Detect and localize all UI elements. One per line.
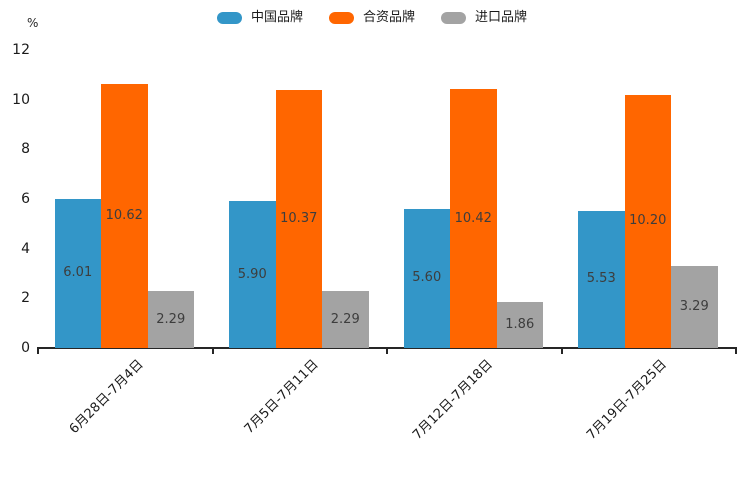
- bar-series-1-group-3: [624, 94, 671, 348]
- x-tick-label: 7月12日-7月18日: [410, 357, 496, 443]
- y-tick-label: 6: [21, 191, 30, 207]
- legend-swatch-icon: [216, 12, 242, 24]
- y-tick-label: 0: [21, 340, 30, 356]
- bar-series-2-group-2: [496, 301, 543, 348]
- x-axis-tick: [735, 348, 737, 354]
- bar-series-2-group-3: [671, 266, 718, 348]
- bar-series-1-group-1: [275, 90, 322, 348]
- legend-label: 中国品牌: [250, 10, 303, 25]
- bar-series-1-group-2: [450, 89, 497, 348]
- bar-series-0-group-1: [229, 201, 276, 348]
- y-tick-label: 12: [12, 42, 30, 58]
- bar-value-label: 5.53: [586, 271, 616, 287]
- x-axis-tick: [560, 348, 563, 354]
- legend-item-1[interactable]: 合资品牌: [328, 10, 415, 25]
- bar-series-1-group-0: [101, 84, 148, 348]
- legend-item-0[interactable]: 中国品牌: [216, 10, 303, 25]
- chart-legend: 中国品牌 合资品牌 进口品牌: [0, 8, 744, 28]
- y-tick-label: 2: [21, 290, 30, 307]
- x-tick-label: 7月5日-7月11日: [241, 357, 322, 437]
- bar-value-label: 3.29: [679, 299, 709, 315]
- legend-swatch-icon: [328, 12, 354, 24]
- bar-value-label: 1.86: [505, 316, 535, 332]
- bar-value-label: 2.29: [330, 311, 360, 327]
- bar-value-label: 2.29: [156, 311, 186, 327]
- bar-value-label: 10.62: [105, 208, 143, 224]
- bar-value-label: 10.42: [454, 210, 492, 226]
- legend-label: 合资品牌: [362, 10, 415, 25]
- x-tick-label: 7月19日-7月25日: [584, 357, 671, 443]
- y-tick-label: 8: [21, 141, 30, 158]
- bar-series-0-group-3: [578, 210, 625, 348]
- legend-label: 进口品牌: [475, 10, 528, 25]
- x-axis-tick: [37, 348, 39, 354]
- x-tick-label: 6月28日-7月4日: [66, 357, 147, 437]
- bar-value-label: 6.01: [63, 265, 93, 281]
- bar-series-0-group-2: [403, 208, 450, 348]
- legend-item-2[interactable]: 进口品牌: [441, 11, 527, 25]
- bar-value-label: 5.60: [412, 270, 442, 286]
- y-tick-label: 10: [12, 91, 30, 108]
- legend-swatch-icon: [441, 12, 466, 24]
- x-axis-tick: [386, 348, 388, 354]
- bar-series-2-group-0: [147, 291, 194, 348]
- bar-value-label: 5.90: [237, 266, 267, 282]
- bar-series-0-group-0: [54, 198, 101, 348]
- y-axis-unit-label: %: [27, 16, 39, 30]
- bar-series-2-group-1: [322, 291, 369, 348]
- bar-value-label: 10.37: [280, 211, 318, 227]
- x-axis-tick: [211, 348, 214, 354]
- bar-value-label: 10.20: [629, 213, 667, 229]
- y-tick-label: 4: [21, 240, 30, 257]
